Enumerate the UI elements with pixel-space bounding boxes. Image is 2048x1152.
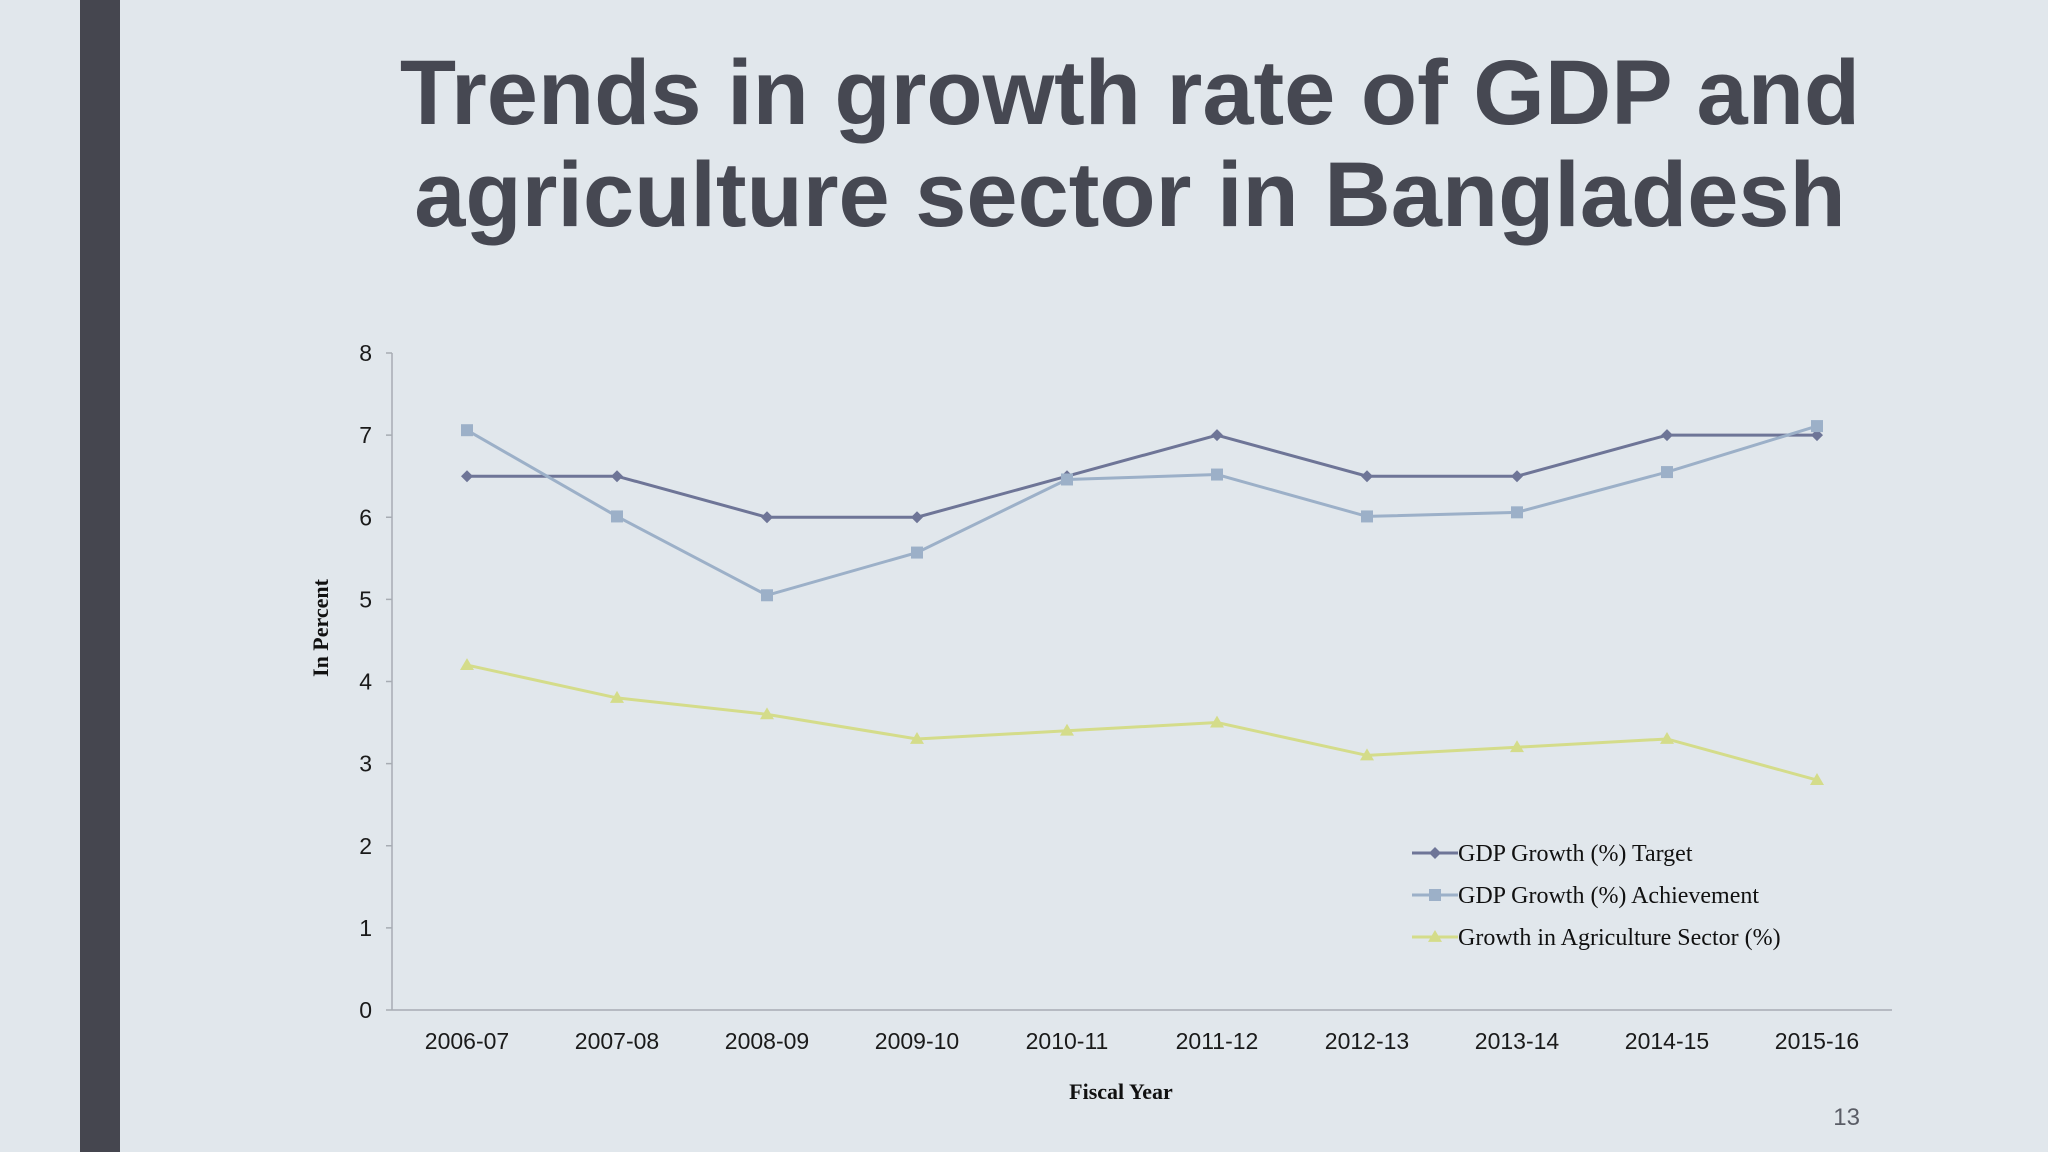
x-tick-label: 2011-12 xyxy=(1176,1028,1259,1054)
x-tick-label: 2009-10 xyxy=(875,1028,959,1054)
left-accent-bar xyxy=(80,0,120,1152)
legend-marker xyxy=(1429,847,1441,859)
legend-label: GDP Growth (%) Target xyxy=(1458,841,1693,867)
x-tick-label: 2007-08 xyxy=(575,1028,659,1054)
data-point-series-3 xyxy=(1060,723,1074,736)
y-tick-label: 8 xyxy=(359,340,372,366)
data-point-series-2 xyxy=(1211,468,1223,481)
data-point-series-2 xyxy=(1811,420,1823,433)
data-point-series-2 xyxy=(911,546,923,559)
page-number: 13 xyxy=(1833,1104,1860,1131)
x-tick-label: 2008-09 xyxy=(725,1028,809,1054)
data-point-series-1 xyxy=(1511,470,1523,483)
y-tick-label: 7 xyxy=(359,422,372,448)
data-point-series-3 xyxy=(610,690,624,703)
y-tick-label: 2 xyxy=(359,833,372,859)
data-point-series-3 xyxy=(1510,740,1524,753)
x-tick-label: 2006-07 xyxy=(425,1028,509,1054)
data-point-series-1 xyxy=(1211,429,1223,442)
legend-label: Growth in Agriculture Sector (%) xyxy=(1458,925,1781,951)
data-point-series-2 xyxy=(611,510,623,523)
x-tick-label: 2010-11 xyxy=(1026,1028,1109,1054)
data-point-series-3 xyxy=(1810,773,1824,785)
data-point-series-3 xyxy=(910,731,924,744)
x-axis-title: Fiscal Year xyxy=(1069,1079,1173,1104)
data-point-series-3 xyxy=(1660,731,1674,744)
data-point-series-3 xyxy=(1210,715,1224,728)
data-point-series-2 xyxy=(1661,466,1673,479)
slide-title-line-1: Trends in growth rate of GDP and xyxy=(399,42,1861,144)
legend-marker xyxy=(1428,930,1442,942)
y-tick-label: 6 xyxy=(359,504,372,530)
data-point-series-1 xyxy=(611,470,623,483)
data-point-series-2 xyxy=(461,424,473,437)
x-tick-label: 2013-14 xyxy=(1475,1028,1560,1054)
data-point-series-3 xyxy=(760,707,774,720)
slide-title: Trends in growth rate of GDP and agricul… xyxy=(330,42,1930,246)
legend-marker xyxy=(1429,889,1441,901)
y-tick-label: 3 xyxy=(359,751,372,777)
data-point-series-1 xyxy=(461,470,473,483)
series-line-2 xyxy=(466,424,1818,597)
data-point-series-1 xyxy=(1361,470,1373,483)
y-tick-label: 5 xyxy=(359,586,372,612)
data-point-series-2 xyxy=(1511,506,1523,519)
data-point-series-1 xyxy=(1811,429,1823,442)
y-tick-label: 1 xyxy=(359,915,372,941)
series-line-3 xyxy=(466,663,1818,782)
data-point-series-2 xyxy=(1061,473,1073,486)
x-tick-label: 2015-16 xyxy=(1775,1028,1859,1054)
data-point-series-2 xyxy=(1361,510,1373,523)
legend-label: GDP Growth (%) Achievement xyxy=(1458,883,1759,909)
y-tick-label: 0 xyxy=(359,997,372,1023)
data-point-series-1 xyxy=(911,511,923,524)
data-point-series-3 xyxy=(460,658,474,670)
data-point-series-1 xyxy=(761,511,773,524)
slide-title-line-2: agriculture sector in Bangladesh xyxy=(414,144,1846,246)
x-tick-label: 2014-15 xyxy=(1625,1028,1709,1054)
series-line-1 xyxy=(467,433,1817,519)
data-point-series-2 xyxy=(761,589,773,602)
data-point-series-3 xyxy=(1360,748,1374,761)
y-tick-label: 4 xyxy=(359,669,372,695)
data-point-series-1 xyxy=(1661,429,1673,442)
x-tick-label: 2012-13 xyxy=(1325,1028,1409,1054)
y-axis-title: In Percent xyxy=(308,578,333,677)
